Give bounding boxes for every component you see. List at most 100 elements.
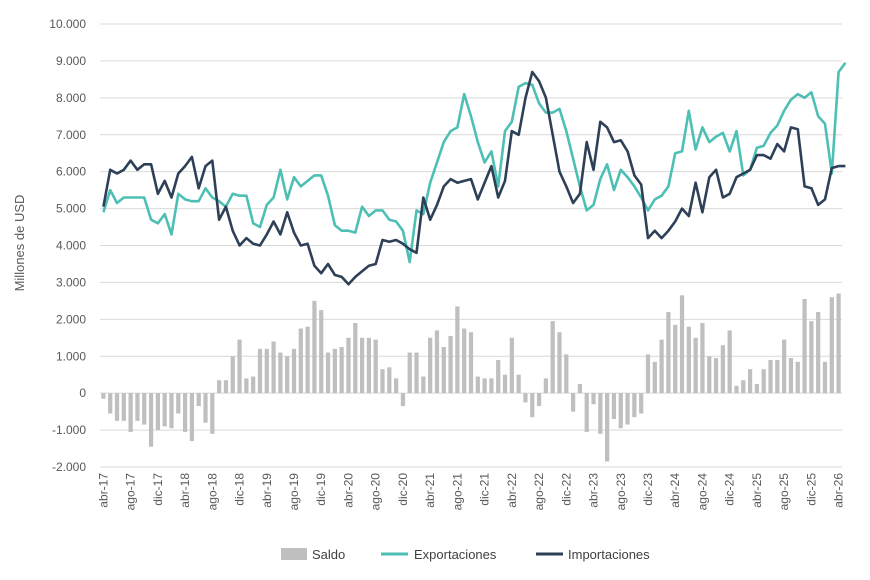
y-tick-label: 3.000 [56, 275, 86, 289]
saldo-bar [829, 297, 834, 394]
x-tick-label: abr-24 [668, 473, 682, 508]
saldo-bar [101, 393, 106, 399]
saldo-bar [605, 393, 610, 462]
saldo-bar [686, 326, 691, 394]
y-tick-label: 9.000 [56, 54, 86, 68]
saldo-bar [775, 359, 780, 394]
saldo-bar [414, 352, 419, 394]
x-tick-label: dic-18 [233, 473, 247, 506]
saldo-bar [121, 393, 126, 421]
saldo-bar [679, 295, 685, 394]
legend-label-exportaciones: Exportaciones [414, 547, 497, 562]
x-tick-label: abr-23 [587, 473, 601, 508]
saldo-bar [557, 332, 562, 394]
saldo-bar [251, 376, 256, 394]
x-tick-label: dic-24 [723, 473, 737, 506]
saldo-bar [135, 393, 140, 421]
saldo-bar [210, 393, 215, 434]
legend-item-exportaciones: Exportaciones [381, 547, 497, 562]
saldo-bar [550, 321, 555, 394]
y-tick-label: 10.000 [49, 17, 86, 31]
saldo-bar [189, 393, 195, 442]
saldo-bar [523, 393, 528, 403]
saldo-bar [244, 378, 249, 394]
y-tick-label: 6.000 [56, 165, 86, 179]
y-tick-label: -2.000 [52, 460, 86, 474]
saldo-bar [707, 356, 712, 394]
saldo-bar [325, 352, 331, 394]
saldo-bar [142, 393, 147, 425]
saldo-bar [713, 358, 719, 394]
y-tick-label: 5.000 [56, 202, 86, 216]
saldo-bar [584, 393, 589, 432]
legend-label-importaciones: Importaciones [568, 547, 650, 562]
saldo-bar [441, 347, 446, 394]
saldo-bar [782, 339, 787, 394]
x-tick-label: ago-24 [695, 473, 709, 511]
saldo-bar [182, 393, 188, 432]
saldo-bar [114, 393, 120, 421]
exportaciones-line [102, 62, 847, 264]
importaciones-line [102, 70, 846, 286]
x-tick-label: ago-20 [369, 473, 383, 511]
x-tick-label: abr-20 [341, 473, 355, 508]
saldo-bar [809, 321, 814, 394]
saldo-bar [570, 393, 576, 412]
saldo-bar [727, 330, 732, 394]
saldo-bar [482, 378, 487, 394]
saldo-bar [632, 393, 637, 418]
x-tick-label: ago-18 [205, 473, 219, 511]
saldo-bar [319, 310, 324, 394]
y-axis-title: Millones de USD [12, 195, 27, 292]
x-tick-label: ago-22 [532, 473, 546, 511]
saldo-bar [741, 380, 746, 394]
x-tick-label: dic-20 [396, 473, 410, 506]
series-lines [102, 62, 847, 286]
saldo-bar [475, 376, 480, 394]
saldo-bars [101, 293, 841, 462]
legend-label-saldo: Saldo [312, 547, 345, 562]
saldo-bar [747, 369, 753, 394]
saldo-bar [802, 299, 807, 394]
saldo-bar [407, 352, 412, 394]
y-tick-label: 7.000 [56, 128, 86, 142]
saldo-bar [768, 359, 773, 394]
saldo-bar [387, 367, 392, 394]
saldo-bar [516, 374, 521, 394]
saldo-bar [434, 330, 440, 394]
saldo-bar [462, 328, 467, 394]
x-tick-label: ago-23 [614, 473, 628, 511]
saldo-bar [509, 337, 514, 394]
y-tick-label: 2.000 [56, 312, 86, 326]
saldo-bar [217, 380, 222, 394]
saldo-bar [346, 337, 351, 394]
legend-item-saldo: Saldo [281, 547, 345, 562]
x-axis: abr-17 ago-17 dic-17 abr-18 ago-18 dic-18 abr-… [96, 473, 845, 511]
saldo-bar [264, 348, 269, 394]
y-tick-label: 8.000 [56, 91, 86, 105]
saldo-bar [502, 374, 508, 394]
saldo-bar [564, 354, 569, 394]
saldo-bar [380, 369, 385, 394]
y-axis: -2.000 -1.000 0 1.000 2.000 3.000 4.000 5.000 6.… [49, 17, 86, 474]
y-tick-label: 1.000 [56, 349, 86, 363]
saldo-bar [400, 393, 406, 407]
saldo-bar [645, 354, 651, 394]
saldo-bar [591, 393, 596, 405]
saldo-bar [278, 352, 283, 394]
saldo-bar [203, 393, 208, 423]
x-tick-label: dic-21 [478, 473, 492, 506]
saldo-bar [618, 393, 623, 429]
x-tick-label: abr-26 [832, 473, 846, 508]
saldo-bar [693, 337, 698, 394]
saldo-bar [448, 335, 453, 394]
saldo-bar [421, 376, 426, 394]
saldo-bar [128, 393, 133, 432]
saldo-bar [598, 393, 603, 434]
saldo-bar [169, 393, 174, 429]
saldo-bar [196, 393, 201, 407]
saldo-bar [788, 358, 794, 394]
saldo-bar [496, 359, 501, 394]
saldo-bar [530, 393, 535, 418]
saldo-bar [816, 311, 821, 394]
